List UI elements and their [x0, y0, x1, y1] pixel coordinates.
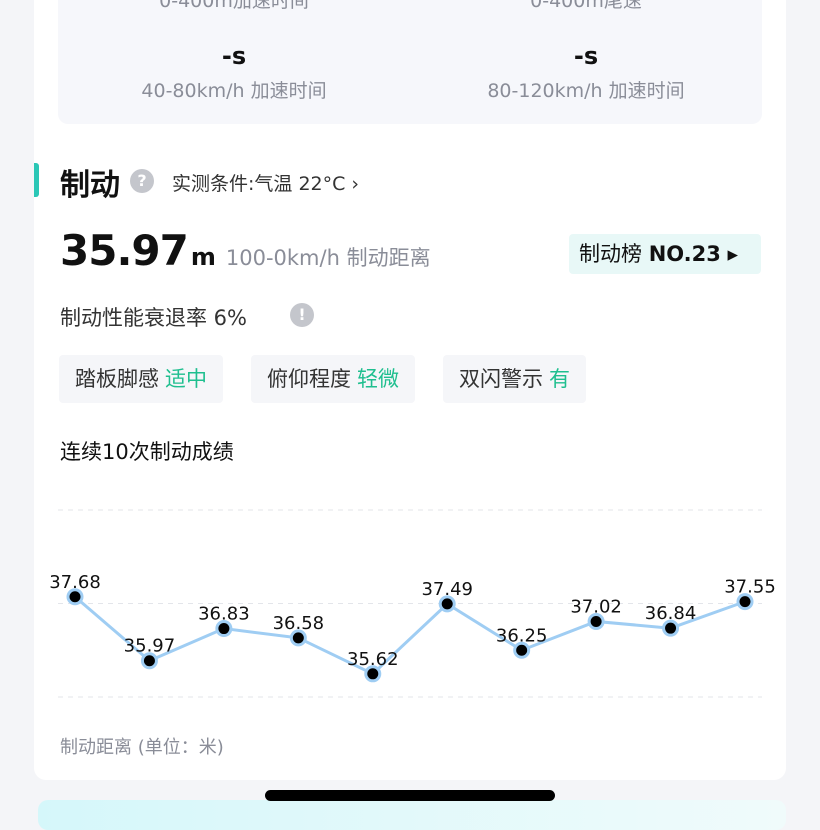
data-label: 37.02 [570, 596, 622, 617]
rank-value: NO.23 [648, 242, 721, 266]
y-axis-label: 制动距离 (单位：米) [60, 737, 224, 758]
series-line [74, 595, 746, 676]
distance-unit: m [190, 243, 216, 271]
data-point [289, 629, 307, 647]
accel-value: -s [573, 42, 599, 70]
tag-value: 有 [549, 367, 570, 391]
tag-value: 适中 [165, 367, 207, 391]
data-label: 37.68 [49, 572, 101, 593]
braking-distance: 35.97 [60, 226, 189, 275]
data-label: 36.25 [496, 625, 548, 646]
data-label: 36.84 [645, 603, 697, 624]
test-condition-link[interactable]: 实测条件:气温 22°C › [172, 173, 360, 195]
caret-right-icon: ▸ [727, 242, 739, 266]
tag-label: 踏板脚感 [75, 367, 159, 391]
data-label: 37.49 [421, 579, 473, 600]
info-icon[interactable]: ! [290, 303, 314, 327]
data-point [587, 612, 605, 630]
data-point [438, 595, 456, 613]
tag-pitch: 俯仰程度 轻微 [251, 355, 415, 403]
tag-label: 双闪警示 [459, 367, 543, 391]
accel-cut-label: 0-400m尾速 [530, 0, 642, 12]
braking-distance-row: 35.97 m 100-0km/h 制动距离 [60, 226, 560, 275]
data-point [140, 652, 158, 670]
data-point [364, 665, 382, 683]
home-indicator[interactable] [265, 790, 555, 801]
data-label: 36.58 [273, 613, 325, 634]
fade-rate: 制动性能衰退率 6% [60, 306, 247, 330]
tag-pedal-feel: 踏板脚感 适中 [59, 355, 223, 403]
tag-hazard-lights: 双闪警示有 [443, 355, 586, 403]
braking-rank-button[interactable]: 制动榜 NO.23 ▸ [569, 234, 761, 274]
data-point [66, 588, 84, 606]
data-point [736, 593, 754, 611]
acceleration-panel: 0-400m加速时间 0-400m尾速 -s 40-80km/h 加速时间 -s… [58, 0, 762, 124]
data-label: 35.62 [347, 649, 399, 670]
braking-chart: 37.68 35.97 36.83 36.58 35.62 37.49 36.25 37.02… [49, 509, 776, 698]
chart-title: 连续10次制动成绩 [60, 440, 234, 464]
data-label: 37.55 [724, 577, 776, 598]
help-icon[interactable]: ? [130, 169, 154, 193]
accel-label: 40-80km/h 加速时间 [141, 80, 327, 102]
accel-label: 80-120km/h 加速时间 [487, 80, 685, 102]
data-label: 36.83 [198, 604, 250, 625]
data-point [215, 620, 233, 638]
section-title: 制动 [60, 168, 120, 203]
accel-cut-label: 0-400m加速时间 [159, 0, 309, 12]
rank-label: 制动榜 [579, 242, 642, 266]
section-accent-bar [34, 163, 39, 197]
tag-value: 轻微 [357, 367, 399, 391]
data-point [662, 619, 680, 637]
distance-label: 100-0km/h 制动距离 [225, 246, 431, 270]
accel-value: -s [221, 42, 247, 70]
data-point [513, 641, 531, 659]
next-card [38, 800, 786, 830]
data-label: 35.97 [124, 636, 176, 657]
tag-label: 俯仰程度 [267, 367, 351, 391]
